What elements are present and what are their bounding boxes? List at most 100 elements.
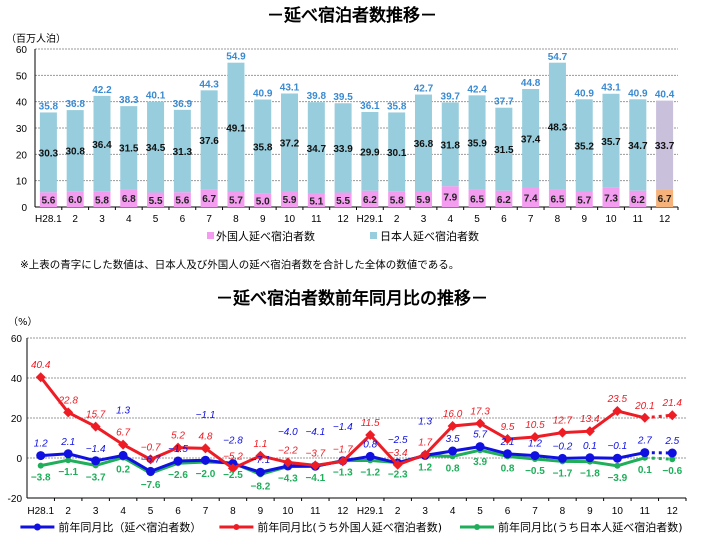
label-japanese: −8.2 xyxy=(251,481,271,492)
marker-foreign xyxy=(639,412,650,423)
x-tick-label: 9 xyxy=(260,214,266,225)
label-foreign: 5.5 xyxy=(336,196,350,207)
label-japanese: 33.9 xyxy=(333,144,353,155)
label-foreign: −0.7 xyxy=(141,442,161,453)
label-japanese: 30.3 xyxy=(39,148,59,159)
label-foreign: 5.8 xyxy=(390,195,404,206)
label-total: 38.3 xyxy=(119,95,139,106)
label-foreign: 7.3 xyxy=(604,193,618,204)
label-japanese: −0.6 xyxy=(662,466,682,477)
y-tick-label: 30 xyxy=(16,124,28,135)
label-foreign: 23.5 xyxy=(607,394,628,405)
label-japanese: −4.1 xyxy=(305,473,325,484)
x-tick-label: 6 xyxy=(180,214,186,225)
marker-total xyxy=(530,451,540,461)
label-japanese: 0.1 xyxy=(638,465,652,476)
marker-foreign xyxy=(475,418,486,429)
bar-foreign xyxy=(200,189,218,207)
label-foreign: 1.1 xyxy=(253,439,267,450)
label-foreign: 10.5 xyxy=(525,420,545,431)
bar-japanese xyxy=(93,95,111,192)
label-total: 5.7 xyxy=(473,430,487,441)
bar-foreign xyxy=(254,193,272,207)
label-japanese: −3.8 xyxy=(31,473,51,484)
label-foreign: 40.4 xyxy=(31,360,51,371)
x-tick-label: 6 xyxy=(501,214,507,225)
marker-total xyxy=(475,442,485,452)
label-foreign: 6.7 xyxy=(202,194,216,205)
label-japanese: 1.2 xyxy=(418,463,432,474)
x-tick-label: 10 xyxy=(605,214,617,225)
x-tick-label: 9 xyxy=(587,506,593,517)
bar-foreign xyxy=(307,193,325,207)
label-foreign: 6.5 xyxy=(550,194,564,205)
x-tick-label: 3 xyxy=(422,506,428,517)
marker-total xyxy=(200,455,210,465)
label-total: 40.9 xyxy=(574,88,594,99)
label-japanese: 0.8 xyxy=(446,463,460,474)
label-foreign: 16.0 xyxy=(443,409,463,420)
y-tick-label: 60 xyxy=(16,45,28,56)
label-japanese: 37.2 xyxy=(280,138,300,149)
label-total: 43.1 xyxy=(601,83,621,94)
x-tick-label: 3 xyxy=(421,214,427,225)
label-foreign: 5.0 xyxy=(256,196,270,207)
label-japanese: −1.1 xyxy=(58,467,78,478)
bar-foreign xyxy=(120,189,138,207)
x-tick-label: H29.1 xyxy=(357,214,384,225)
label-total: 39.8 xyxy=(307,91,327,102)
bar-japanese xyxy=(656,100,674,190)
label-japanese: −1.8 xyxy=(580,469,600,480)
label-total: 36.8 xyxy=(65,99,85,110)
y-tick-label: 10 xyxy=(16,177,28,188)
label-total: −1.4 xyxy=(333,422,353,433)
x-tick-label: 8 xyxy=(560,506,566,517)
bar-japanese xyxy=(147,101,165,193)
legend-foreign: 外国人延べ宿泊者数 xyxy=(216,229,315,243)
label-japanese: 30.8 xyxy=(65,147,85,158)
x-tick-label: 11 xyxy=(640,506,651,517)
label-japanese: −3.9 xyxy=(607,473,627,484)
bar-foreign xyxy=(227,191,245,207)
bar-japanese xyxy=(200,90,218,190)
x-tick-label: H28.1 xyxy=(35,214,62,225)
marker-foreign xyxy=(584,426,595,437)
label-foreign: 5.8 xyxy=(95,195,109,206)
marker-total xyxy=(448,446,458,456)
x-tick-label: 8 xyxy=(233,214,239,225)
x-tick-label: 9 xyxy=(581,214,587,225)
label-japanese: 36.4 xyxy=(92,140,112,151)
x-tick-label: 8 xyxy=(230,506,236,517)
x-tick-label: 5 xyxy=(148,506,154,517)
x-tick-label: 10 xyxy=(284,214,296,225)
legend-japanese-yoy-label: 前年同月比(うち日本人延べ宿泊者数) xyxy=(498,520,683,534)
marker-foreign xyxy=(63,407,74,418)
chart1-unit: （百万人泊） xyxy=(6,33,66,45)
marker-foreign xyxy=(282,457,293,468)
x-tick-label: 12 xyxy=(659,214,671,225)
label-total: 42.7 xyxy=(414,84,434,95)
label-japanese: −0.5 xyxy=(525,466,545,477)
label-foreign: 6.0 xyxy=(68,195,82,206)
marker-total xyxy=(91,456,101,466)
x-tick-label: 7 xyxy=(203,506,209,517)
label-foreign: 1.7 xyxy=(418,438,432,449)
marker-total xyxy=(585,453,595,463)
label-foreign: −3.4 xyxy=(388,448,408,459)
marker-total xyxy=(667,448,677,458)
label-japanese: 35.8 xyxy=(253,143,273,154)
label-total: 40.4 xyxy=(655,90,675,101)
bar-foreign xyxy=(93,191,111,207)
x-tick-label: 12 xyxy=(667,506,679,517)
x-tick-label: 4 xyxy=(447,214,453,225)
label-foreign: 5.6 xyxy=(175,196,189,207)
label-total: −6.7 xyxy=(141,454,161,465)
label-japanese: −7.6 xyxy=(141,480,161,491)
bar-foreign xyxy=(361,190,379,207)
label-foreign: 6.7 xyxy=(658,194,672,205)
y-tick-label: 60 xyxy=(11,334,23,345)
label-total: 44.3 xyxy=(199,79,219,90)
label-foreign: 7.9 xyxy=(443,193,457,204)
label-foreign: 6.5 xyxy=(470,194,484,205)
bar-japanese xyxy=(227,62,245,192)
